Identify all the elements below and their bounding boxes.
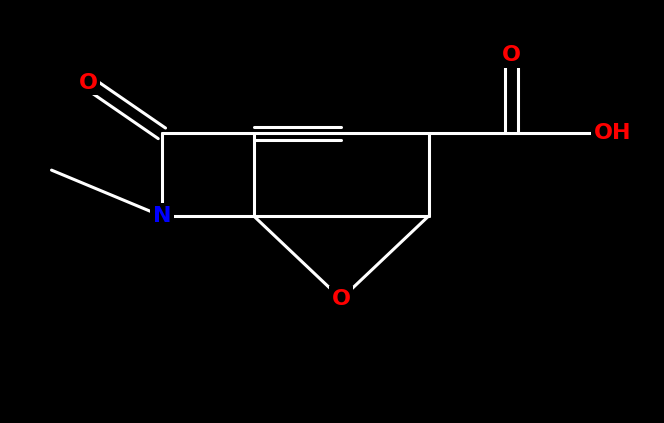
Text: OH: OH: [594, 124, 631, 143]
Text: N: N: [153, 206, 171, 226]
Text: O: O: [332, 289, 351, 309]
Text: O: O: [502, 45, 521, 65]
Text: O: O: [79, 73, 98, 93]
